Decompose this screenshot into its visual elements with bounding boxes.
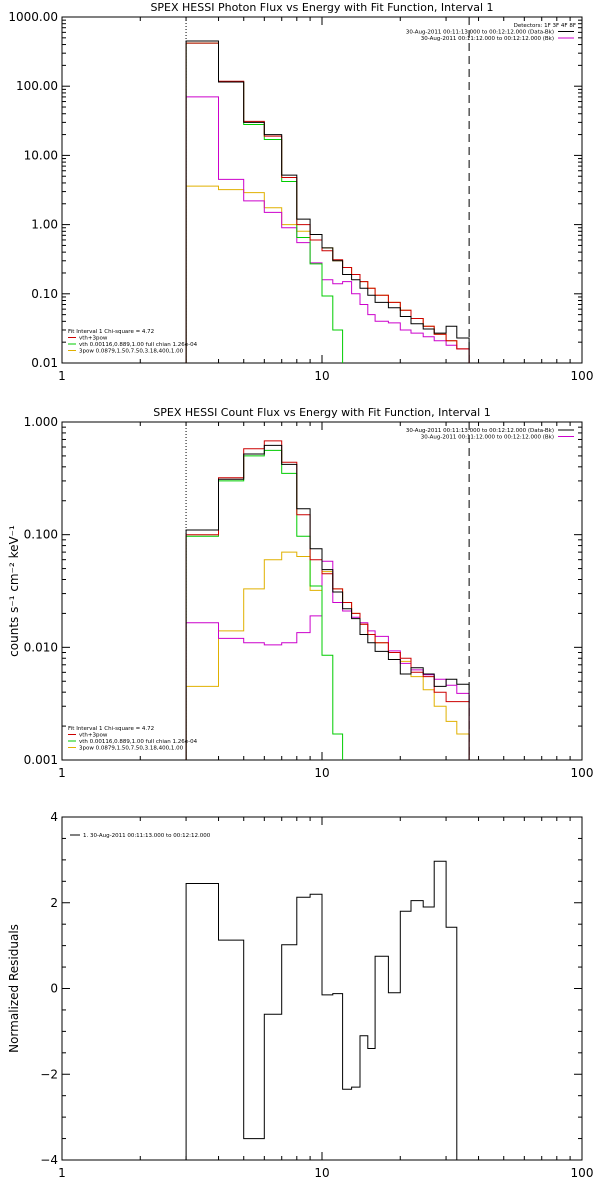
- legend-entry: 30-Aug-2011 00:11:13.000 to 00:12:12.000…: [406, 30, 554, 36]
- y-tick-label: 4: [50, 810, 58, 824]
- y-axis-label: counts s⁻¹ cm⁻² keV⁻¹: [7, 525, 21, 657]
- chart-title: SPEX HESSI Photon Flux vs Energy with Fi…: [150, 1, 493, 14]
- chart-panel-3: 1 10 100 4 2 0 −2 −4 Normalized Residuals 1. 30-A…: [7, 810, 594, 1180]
- series-data: [185, 444, 470, 760]
- legend-bottom-left: Fit Interval 1 Chi-square = 4.72vth+3pow…: [68, 726, 198, 752]
- y-tick-label: 1.00: [31, 218, 58, 232]
- legend-entry: 30-Aug-2011 00:11:12.000 to 00:12:12.000…: [421, 435, 554, 441]
- legend-entry: vth+3pow: [79, 336, 108, 342]
- y-tick-label: 0.01: [31, 356, 58, 370]
- y-tick-label: 0: [50, 982, 58, 996]
- y-tick-label: 100.00: [16, 79, 58, 93]
- plot-area: [185, 440, 470, 760]
- legend-entry: Detectors: 1F 3F 4F 8F: [514, 23, 576, 29]
- x-tick-label: 1: [58, 766, 66, 780]
- y-tick-label: 0.001: [24, 753, 58, 767]
- plot-area: [185, 860, 458, 1160]
- legend-entry: vth 0.00116,0.889,1.00 full chian 1.26e-…: [79, 739, 198, 745]
- series-background_model: [185, 96, 470, 363]
- legend-entry: vth+3pow: [79, 733, 108, 739]
- y-tick-label: 1.000: [24, 415, 58, 429]
- legend-entry: 30-Aug-2011 00:11:13.000 to 00:12:12.000…: [406, 428, 554, 434]
- y-tick-label: 0.010: [24, 640, 58, 654]
- series-total: [185, 42, 470, 363]
- x-tick-label: 10: [314, 1166, 329, 1180]
- x-tick-label: 10: [314, 369, 329, 383]
- legend-bottom-left: Fit Interval 1 Chi-square = 4.72vth+3pow…: [68, 329, 198, 355]
- series-data: [185, 40, 470, 363]
- legend-entry: 3pow 0.0879,1.50,7.50,3.18,400,1.00: [79, 349, 184, 355]
- legend-top-left: 1. 30-Aug-2011 00:11:13.000 to 00:12:12.…: [70, 833, 211, 839]
- y-tick-label: −2: [40, 1067, 58, 1081]
- y-tick-label: 0.100: [24, 528, 58, 542]
- y-axis-label: Normalized Residuals: [7, 924, 21, 1053]
- series-bpow: [185, 551, 470, 760]
- x-tick-label: 1: [58, 1166, 66, 1180]
- legend-entry: vth 0.00116,0.889,1.00 full chian 1.26e-…: [79, 342, 198, 348]
- series-background_model: [185, 560, 470, 760]
- y-tick-label: 0.10: [31, 287, 58, 301]
- x-tick-label: 1: [58, 369, 66, 383]
- chart-title: SPEX HESSI Count Flux vs Energy with Fit…: [153, 406, 490, 419]
- x-tick-label: 100: [571, 1166, 594, 1180]
- legend-entry: Fit Interval 1 Chi-square = 4.72: [68, 726, 154, 732]
- x-tick-label: 10: [314, 766, 329, 780]
- y-tick-label: 2: [50, 896, 58, 910]
- y-tick-label: 10.00: [24, 148, 58, 162]
- chart-panel-1: SPEX HESSI Photon Flux vs Energy with Fi…: [8, 1, 594, 383]
- legend-entry: 1. 30-Aug-2011 00:11:13.000 to 00:12:12.…: [83, 833, 211, 839]
- series-total: [185, 440, 470, 760]
- y-tick-label: 1000.00: [8, 10, 58, 24]
- x-tick-label: 100: [571, 369, 594, 383]
- series-vth: [185, 449, 344, 760]
- legend-entry: Fit Interval 1 Chi-square = 4.72: [68, 329, 154, 335]
- axes-frame: [61, 16, 583, 364]
- legend-entry: 30-Aug-2011 00:11:12.000 to 00:12:12.000…: [421, 36, 554, 42]
- y-tick-label: −4: [40, 1153, 58, 1167]
- legend-entry: 3pow 0.0879,1.50,7.50,3.18,400,1.00: [79, 746, 184, 752]
- legend-top-right: 30-Aug-2011 00:11:13.000 to 00:12:12.000…: [406, 428, 574, 441]
- series-data: [185, 860, 458, 1160]
- series-vth: [185, 42, 344, 363]
- plot-area: [185, 40, 470, 363]
- chart-panel-2: SPEX HESSI Count Flux vs Energy with Fit…: [7, 406, 594, 780]
- x-tick-label: 100: [571, 766, 594, 780]
